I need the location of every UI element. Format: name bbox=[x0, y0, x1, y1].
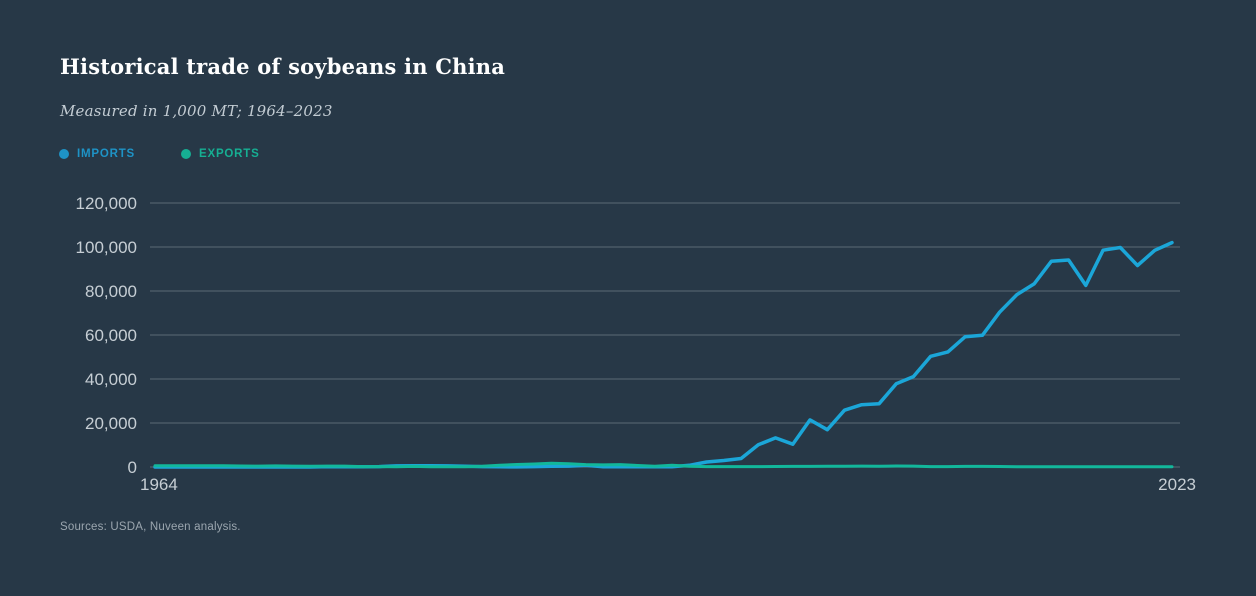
y-axis-tick-label: 80,000 bbox=[85, 282, 137, 301]
line-chart: 0 20,000 40,000 60,000 80,000 100,000 120,000 1… bbox=[76, 194, 1196, 494]
x-axis-label-start: 1964 bbox=[140, 475, 178, 494]
chart-subtitle: Measured in 1,000 MT; 1964–2023 bbox=[60, 102, 333, 120]
imports-dot-icon bbox=[59, 149, 69, 159]
imports-line bbox=[153, 240, 1174, 469]
sources-note: Sources: USDA, Nuveen analysis. bbox=[60, 521, 241, 533]
y-axis-tick-label: 60,000 bbox=[85, 326, 137, 345]
chart-title: Historical trade of soybeans in China bbox=[60, 54, 506, 79]
legend-item-imports[interactable]: IMPORTS bbox=[59, 148, 135, 160]
y-axis-tick-label: 40,000 bbox=[85, 370, 137, 389]
x-axis-label-end: 2023 bbox=[1158, 475, 1196, 494]
y-axis-tick-label: 0 bbox=[128, 458, 137, 477]
legend-exports-label: EXPORTS bbox=[199, 148, 260, 160]
y-axis-tick-label: 20,000 bbox=[85, 414, 137, 433]
exports-line bbox=[153, 461, 1174, 469]
legend-item-exports[interactable]: EXPORTS bbox=[181, 148, 260, 160]
chart-legend: IMPORTS EXPORTS bbox=[59, 148, 260, 160]
y-axis-tick-label: 120,000 bbox=[76, 194, 137, 213]
y-axis-tick-label: 100,000 bbox=[76, 238, 137, 257]
legend-imports-label: IMPORTS bbox=[77, 148, 135, 160]
exports-dot-icon bbox=[181, 149, 191, 159]
